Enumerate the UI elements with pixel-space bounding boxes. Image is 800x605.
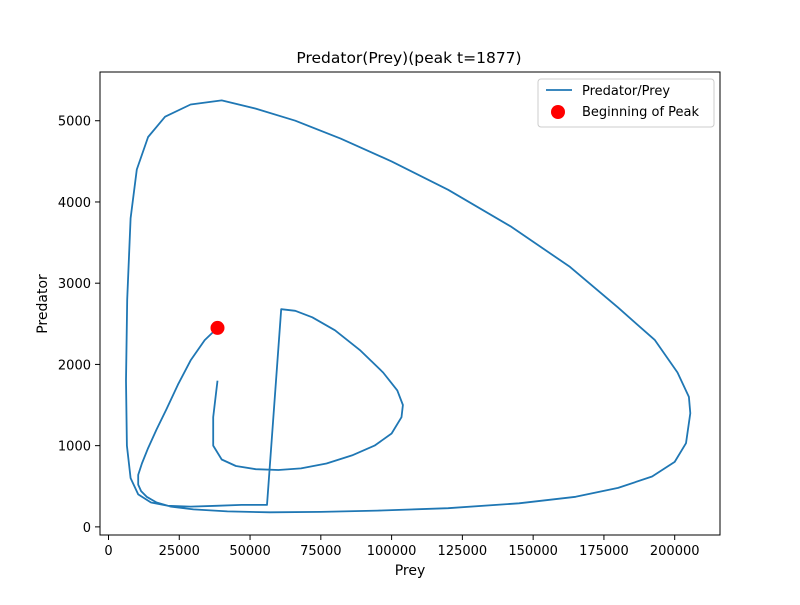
x-axis: 0 25000 50000 75000 100000 125000 150000 175000… — [104, 535, 700, 559]
y-tick-label: 1000 — [58, 440, 91, 455]
legend-frame — [537, 78, 715, 128]
y-tick-label: 5000 — [58, 115, 91, 130]
legend: Predator/Prey Beginning of Peak — [537, 78, 715, 128]
x-tick-label: 25000 — [159, 544, 200, 559]
chart-title: Predator(Prey)(peak t=1877) — [296, 49, 521, 67]
x-axis-label: Prey — [395, 563, 426, 579]
y-axis: 0 1000 2000 3000 4000 5000 — [58, 115, 100, 536]
y-tick-label: 0 — [83, 521, 91, 536]
legend-label-predator-prey: Predator/Prey — [582, 84, 670, 99]
y-tick-label: 2000 — [58, 358, 91, 373]
legend-marker-swatch — [551, 105, 565, 119]
series-line-predator-prey — [125, 99, 692, 514]
x-tick-label: 150000 — [508, 544, 558, 559]
x-tick-label: 125000 — [438, 544, 488, 559]
y-tick-label: 4000 — [58, 196, 91, 211]
x-tick-label: 175000 — [579, 544, 629, 559]
y-tick-label: 3000 — [58, 277, 91, 292]
x-tick-label: 200000 — [650, 544, 700, 559]
x-tick-label: 75000 — [300, 544, 341, 559]
legend-label-beginning-of-peak: Beginning of Peak — [582, 105, 699, 120]
x-tick-label: 50000 — [229, 544, 270, 559]
y-axis-label: Predator — [35, 274, 51, 334]
plot-area — [125, 99, 692, 514]
x-tick-label: 100000 — [367, 544, 417, 559]
x-tick-label: 0 — [104, 544, 112, 559]
beginning-of-peak-marker — [210, 320, 225, 335]
axes-frame — [99, 71, 721, 536]
